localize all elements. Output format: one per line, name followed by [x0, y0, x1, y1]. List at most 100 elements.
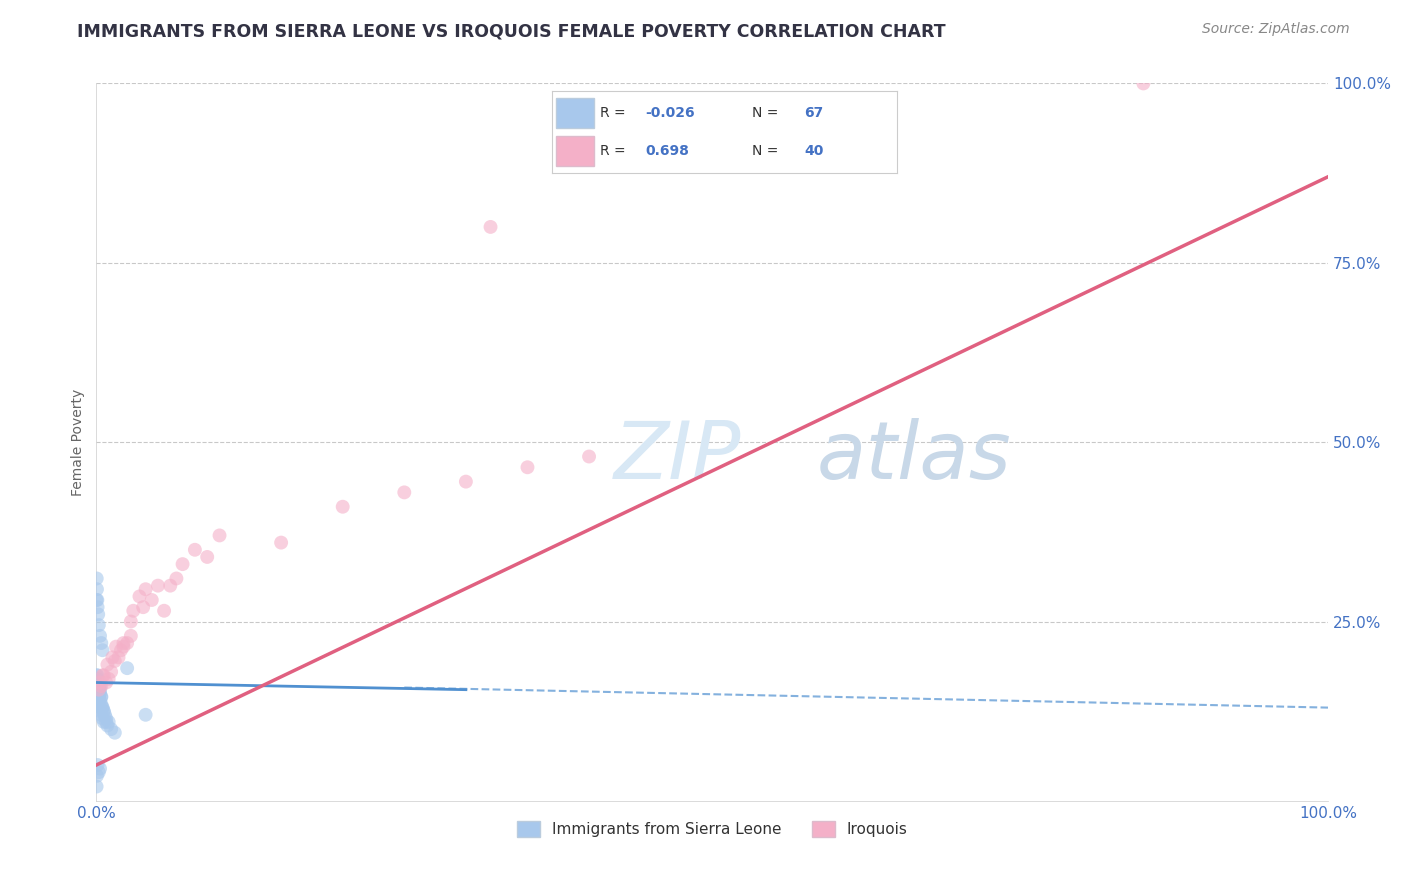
Point — [90, 697, 112, 711]
Point — [122, 604, 145, 618]
Point — [332, 500, 354, 514]
Point — [87, 690, 110, 704]
Point — [96, 711, 118, 725]
Point — [89, 686, 111, 700]
Point — [159, 579, 181, 593]
Point — [93, 714, 115, 729]
Text: ZIP: ZIP — [613, 417, 741, 496]
Point — [96, 675, 118, 690]
Point — [184, 542, 207, 557]
Point — [97, 672, 120, 686]
Point — [128, 590, 150, 604]
Point — [86, 668, 108, 682]
Text: atlas: atlas — [817, 417, 1012, 496]
Point — [86, 679, 108, 693]
Point — [86, 582, 108, 597]
Point — [86, 593, 108, 607]
Point — [100, 665, 122, 679]
Point — [120, 615, 142, 629]
Point — [165, 572, 187, 586]
Point — [208, 528, 231, 542]
Point — [104, 654, 127, 668]
Point — [87, 682, 110, 697]
Point — [86, 672, 108, 686]
Point — [87, 690, 110, 704]
Point — [87, 690, 110, 704]
Point — [89, 762, 111, 776]
Point — [86, 672, 108, 686]
Point — [479, 219, 502, 234]
Point — [89, 700, 111, 714]
Point — [94, 707, 117, 722]
Point — [86, 682, 108, 697]
Point — [105, 640, 128, 654]
Point — [91, 643, 114, 657]
Point — [86, 769, 108, 783]
Y-axis label: Female Poverty: Female Poverty — [72, 389, 86, 496]
Point — [90, 707, 112, 722]
Point — [90, 690, 112, 704]
Point — [1132, 77, 1154, 91]
Point — [89, 686, 111, 700]
Point — [141, 593, 163, 607]
Point — [86, 679, 108, 693]
Point — [132, 600, 155, 615]
Point — [89, 675, 111, 690]
Point — [87, 686, 110, 700]
Point — [86, 668, 108, 682]
Point — [86, 572, 108, 586]
Point — [86, 686, 108, 700]
Point — [146, 579, 169, 593]
Point — [90, 679, 112, 693]
Point — [115, 636, 138, 650]
Point — [93, 704, 115, 718]
Point — [87, 697, 110, 711]
Point — [86, 600, 108, 615]
Point — [89, 629, 111, 643]
Point — [135, 582, 157, 597]
Point — [86, 682, 108, 697]
Point — [104, 725, 127, 739]
Point — [153, 604, 176, 618]
Point — [107, 650, 129, 665]
Point — [89, 693, 111, 707]
Point — [90, 636, 112, 650]
Point — [93, 668, 115, 682]
Point — [86, 675, 108, 690]
Point — [86, 678, 108, 692]
Point — [394, 485, 416, 500]
Point — [87, 682, 110, 697]
Point — [87, 682, 110, 697]
Point — [87, 618, 110, 632]
Point — [89, 682, 111, 697]
Point — [91, 668, 114, 682]
Point — [87, 679, 110, 693]
Point — [270, 535, 292, 549]
Point — [96, 714, 118, 729]
Point — [96, 718, 118, 732]
Point — [86, 758, 108, 772]
Point — [97, 714, 120, 729]
Point — [112, 640, 135, 654]
Point — [101, 650, 124, 665]
Point — [112, 636, 135, 650]
Point — [89, 679, 111, 693]
Point — [86, 672, 108, 686]
Point — [110, 643, 132, 657]
Point — [86, 780, 108, 794]
Text: IMMIGRANTS FROM SIERRA LEONE VS IROQUOIS FEMALE POVERTY CORRELATION CHART: IMMIGRANTS FROM SIERRA LEONE VS IROQUOIS… — [77, 22, 946, 40]
Point — [96, 657, 118, 672]
Point — [516, 460, 538, 475]
Point — [87, 675, 110, 690]
Point — [87, 765, 110, 780]
Point — [87, 607, 110, 622]
Point — [100, 722, 122, 736]
Point — [93, 704, 115, 718]
Point — [91, 700, 114, 714]
Point — [172, 557, 194, 571]
Point — [86, 593, 108, 607]
Point — [195, 549, 218, 564]
Legend: Immigrants from Sierra Leone, Iroquois: Immigrants from Sierra Leone, Iroquois — [510, 815, 914, 844]
Point — [135, 707, 157, 722]
Text: Source: ZipAtlas.com: Source: ZipAtlas.com — [1202, 22, 1350, 37]
